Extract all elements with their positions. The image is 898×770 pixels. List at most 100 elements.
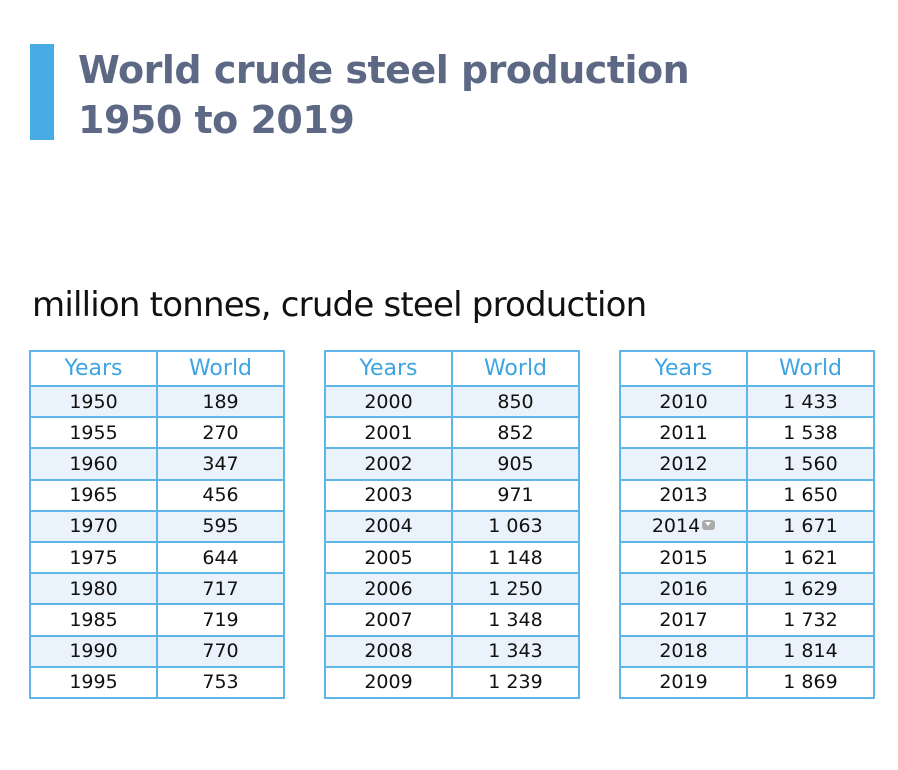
page-title: World crude steel production 1950 to 201… [78, 48, 690, 142]
year-label: 2012 [659, 452, 708, 475]
chevron-down-icon[interactable] [702, 520, 716, 531]
year-label: 1990 [69, 640, 118, 663]
table-row: 2016 1 629 [619, 572, 875, 606]
world-value-cell: 1 348 [451, 603, 580, 637]
world-value-cell: 1 671 [746, 509, 875, 543]
year-cell: 2004 [324, 509, 453, 543]
year-cell: 2002 [324, 447, 453, 481]
table-row: 2013 1 650 [619, 478, 875, 512]
year-label: 1960 [69, 452, 118, 475]
table-row: 2009 1 239 [324, 665, 580, 699]
steel-table-3: Years World 2010 1 433 2011 1 538 2012 1 560 201… [619, 350, 875, 699]
world-value-cell: 770 [156, 634, 285, 668]
year-label: 1970 [69, 515, 118, 538]
table-subtitle: million tonnes, crude steel production [32, 285, 647, 325]
year-label: 1965 [69, 484, 118, 507]
table-row: 1960 347 [29, 447, 285, 481]
world-value-cell: 347 [156, 447, 285, 481]
year-cell: 2010 [619, 384, 748, 419]
world-value-cell: 456 [156, 478, 285, 512]
column-header-world: World [451, 350, 580, 387]
table-row: 2010 1 433 [619, 384, 875, 419]
world-value-cell: 1 621 [746, 540, 875, 575]
table-row: 1980 717 [29, 572, 285, 606]
year-cell: 2015 [619, 540, 748, 575]
table-row: 2000 850 [324, 384, 580, 419]
world-value-cell: 1 239 [451, 665, 580, 699]
year-label: 2001 [364, 421, 413, 444]
table-row: 2014 1 671 [619, 509, 875, 543]
year-cell: 2011 [619, 416, 748, 450]
world-value-cell: 719 [156, 603, 285, 637]
world-value-cell: 1 343 [451, 634, 580, 668]
year-cell: 2013 [619, 478, 748, 512]
year-label: 2004 [364, 515, 413, 538]
world-value-cell: 270 [156, 416, 285, 450]
world-value-cell: 1 869 [746, 665, 875, 699]
year-label: 2005 [364, 546, 413, 569]
world-value-cell: 644 [156, 540, 285, 575]
year-cell: 1980 [29, 572, 158, 606]
table-row: 1970 595 [29, 509, 285, 543]
table-row: 2015 1 621 [619, 540, 875, 575]
year-label: 1950 [69, 390, 118, 413]
table-row: 1995 753 [29, 665, 285, 699]
year-label: 1980 [69, 577, 118, 600]
column-header-years: Years [619, 350, 748, 387]
year-label: 2013 [659, 484, 708, 507]
header-row: Years World [29, 350, 285, 387]
year-cell: 2017 [619, 603, 748, 637]
table-row: 1990 770 [29, 634, 285, 668]
table-row: 2005 1 148 [324, 540, 580, 575]
year-label: 2016 [659, 577, 708, 600]
table-row: 2006 1 250 [324, 572, 580, 606]
steel-table-2: Years World 2000 850 2001 852 2002 905 2003 971 20… [324, 350, 580, 699]
table-row: 2012 1 560 [619, 447, 875, 481]
world-value-cell: 1 814 [746, 634, 875, 668]
year-label: 2007 [364, 608, 413, 631]
table-row: 1965 456 [29, 478, 285, 512]
table-row: 1955 270 [29, 416, 285, 450]
year-label: 2003 [364, 484, 413, 507]
year-cell: 1975 [29, 540, 158, 575]
year-cell: 2005 [324, 540, 453, 575]
world-value-cell: 1 250 [451, 572, 580, 606]
table-row: 2007 1 348 [324, 603, 580, 637]
year-label: 2017 [659, 608, 708, 631]
year-cell: 2001 [324, 416, 453, 450]
world-value-cell: 971 [451, 478, 580, 512]
year-cell: 1950 [29, 384, 158, 419]
table-row: 2011 1 538 [619, 416, 875, 450]
world-value-cell: 1 148 [451, 540, 580, 575]
year-cell: 2003 [324, 478, 453, 512]
year-label: 1995 [69, 671, 118, 694]
year-cell: 1995 [29, 665, 158, 699]
world-value-cell: 852 [451, 416, 580, 450]
year-cell: 1985 [29, 603, 158, 637]
column-header-world: World [746, 350, 875, 387]
world-value-cell: 850 [451, 384, 580, 419]
year-label: 1975 [69, 546, 118, 569]
table-row: 1985 719 [29, 603, 285, 637]
year-label: 2002 [364, 452, 413, 475]
year-label: 2014 [651, 515, 701, 538]
world-value-cell: 1 629 [746, 572, 875, 606]
world-value-cell: 189 [156, 384, 285, 419]
world-value-cell: 595 [156, 509, 285, 543]
table-row: 2003 971 [324, 478, 580, 512]
year-cell: 2018 [619, 634, 748, 668]
year-cell: 2019 [619, 665, 748, 699]
world-value-cell: 1 560 [746, 447, 875, 481]
world-value-cell: 753 [156, 665, 285, 699]
table-row: 2019 1 869 [619, 665, 875, 699]
table-row: 1975 644 [29, 540, 285, 575]
world-value-cell: 717 [156, 572, 285, 606]
world-value-cell: 1 433 [746, 384, 875, 419]
year-label: 1955 [69, 421, 118, 444]
column-header-years: Years [29, 350, 158, 387]
year-label: 2018 [659, 640, 708, 663]
year-cell: 2012 [619, 447, 748, 481]
table-row: 1950 189 [29, 384, 285, 419]
year-label: 2000 [364, 390, 413, 413]
year-label: 2019 [659, 671, 708, 694]
